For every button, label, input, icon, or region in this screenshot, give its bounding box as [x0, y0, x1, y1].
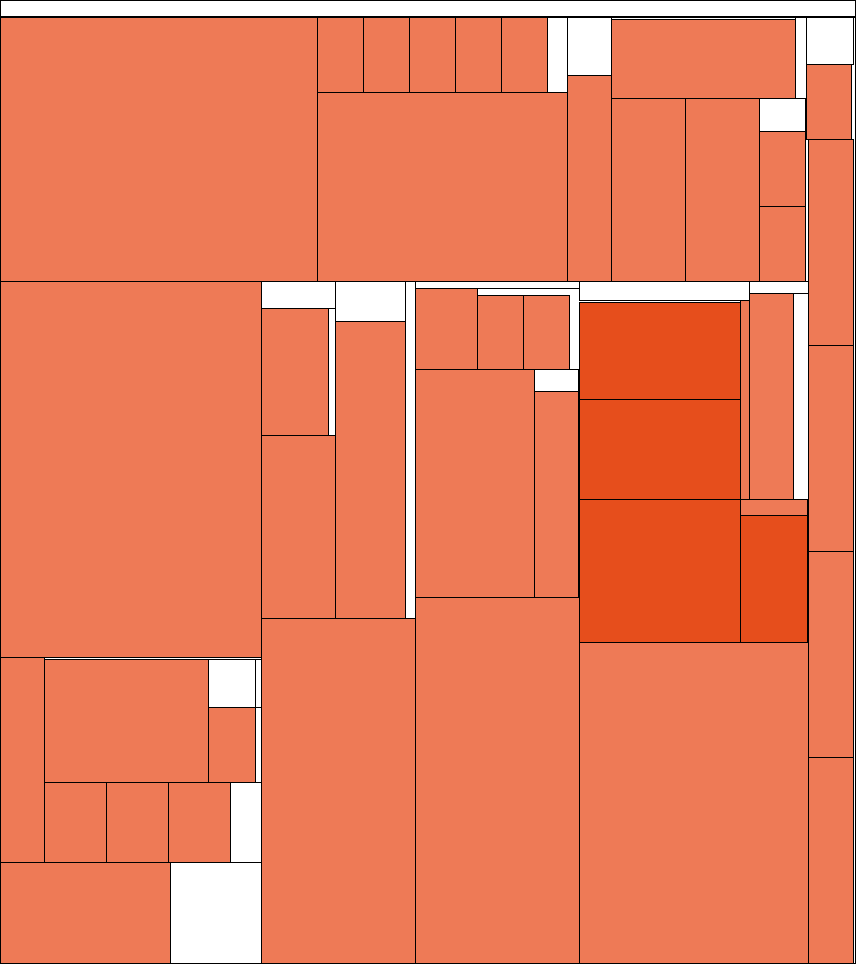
- treemap-cell-37: [44, 782, 107, 863]
- treemap-cell-38: [106, 782, 169, 863]
- treemap-cell-41: [261, 618, 416, 964]
- treemap-gap-outline-12: [793, 293, 809, 500]
- treemap-cell-40: [0, 862, 171, 964]
- treemap-cell-8: [611, 19, 796, 99]
- treemap-cell-14: [808, 139, 854, 346]
- treemap-cell-7: [567, 75, 612, 282]
- treemap-cell-12: [759, 206, 806, 282]
- treemap-gap-outline-6: [567, 17, 612, 76]
- treemap-cell-24: [523, 295, 570, 370]
- treemap-cell-highlight-27: [579, 302, 741, 400]
- treemap-gap-outline-4: [534, 369, 579, 392]
- treemap-gap-outline-11: [749, 281, 809, 294]
- treemap-cell-33: [740, 499, 808, 516]
- treemap-cell-highlight-28: [579, 399, 741, 500]
- treemap-cell-3: [409, 17, 456, 93]
- treemap-cell-9: [611, 98, 686, 282]
- treemap-cell-highlight-29: [579, 499, 741, 643]
- treemap-cell-highlight-30: [740, 515, 808, 643]
- treemap-cell-18: [0, 281, 262, 658]
- treemap-gap-outline-9: [759, 98, 806, 132]
- treemap-cell-5: [501, 17, 548, 93]
- treemap-cell-11: [759, 131, 806, 207]
- treemap-cell-6: [317, 92, 568, 282]
- treemap-cell-26: [534, 391, 579, 598]
- treemap-cell-2: [363, 17, 410, 93]
- treemap-cell-34: [0, 657, 45, 863]
- treemap-cell-42: [415, 597, 580, 964]
- treemap-cell-1: [317, 17, 364, 93]
- treemap-cell-19: [261, 308, 329, 436]
- treemap-gap-outline-8: [806, 17, 854, 65]
- treemap-cell-21: [335, 321, 406, 619]
- treemap-cell-4: [455, 17, 502, 93]
- treemap-cell-23: [477, 295, 524, 370]
- treemap-cell-16: [808, 551, 854, 758]
- treemap-cell-31: [740, 300, 750, 500]
- treemap-cell-0: [0, 17, 318, 282]
- treemap-cell-35: [44, 659, 209, 783]
- treemap-cell-25: [415, 369, 535, 598]
- treemap-cell-36: [208, 707, 256, 783]
- treemap-cells: [0, 17, 854, 964]
- treemap-cell-39: [168, 782, 231, 863]
- treemap-gap-outline-2: [405, 281, 416, 619]
- treemap-cell-20: [261, 435, 336, 619]
- treemap-cell-17: [808, 757, 854, 964]
- treemap-cell-15: [808, 345, 854, 552]
- treemap-cell-22: [415, 288, 478, 370]
- treemap-cell-32: [749, 293, 794, 500]
- treemap-cell-43: [579, 642, 809, 964]
- treemap-cell-13: [806, 64, 852, 140]
- treemap-cell-10: [685, 98, 760, 282]
